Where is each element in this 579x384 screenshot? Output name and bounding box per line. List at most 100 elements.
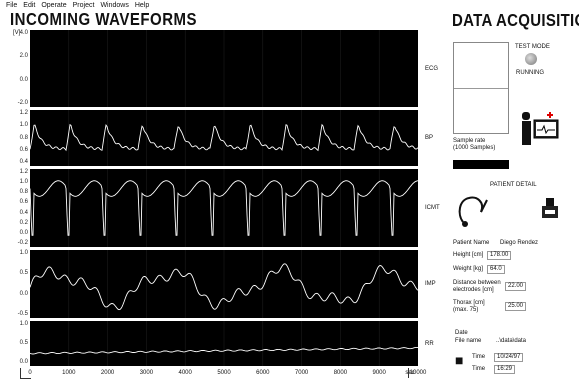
thorax-input[interactable]: 25.00: [505, 302, 527, 311]
file-name-label: File name: [455, 338, 482, 344]
y-tick-label: 4.0: [19, 30, 28, 36]
patient-name-value: Diego Rendez: [500, 240, 539, 246]
menu-help[interactable]: Help: [134, 2, 150, 9]
x-tick-label: 10000: [409, 370, 427, 376]
y-tick-label: -0.2: [17, 240, 28, 246]
menu-operate[interactable]: Operate: [41, 2, 67, 9]
menu-windows[interactable]: Windows: [100, 2, 129, 9]
waveform-line-rr: [29, 346, 419, 355]
y-tick-label: -2.0: [17, 100, 28, 106]
panel-label-imp: IMP: [425, 281, 436, 287]
time-value-1: 10/24/97: [494, 353, 524, 362]
y-tick-label: 0.8: [19, 134, 28, 141]
y-tick-label: 0.5: [19, 270, 28, 277]
menu-bar: File Edit Operate Project Windows Help: [6, 2, 149, 11]
panel-bp: [29, 110, 419, 166]
x-tick-label: 6000: [256, 370, 270, 376]
y-tick-label: 0.6: [19, 199, 28, 206]
y-tick-label: 1.2: [19, 169, 28, 175]
weight-input[interactable]: 64.0: [487, 265, 505, 274]
x-tick-label: sec: [405, 370, 415, 376]
x-tick-label: 7000: [294, 370, 309, 376]
y-tick-label: 0.6: [19, 146, 28, 153]
y-tick-label: -0.5: [17, 311, 28, 317]
y-tick-label: 1.0: [19, 250, 28, 256]
y-tick-label: 0.0: [19, 359, 28, 365]
waveform-line-icmt: [29, 180, 419, 236]
waveform-chart: 4.0 2.0 0.0 -2.0 ECG 1.2 1.0 0.8 0.6 0.4 BP 1.2 1.0 0…: [18, 30, 440, 376]
x-tick-label: 9000: [372, 370, 386, 376]
date-label: Date: [455, 330, 468, 336]
waveform-line-bp: [29, 123, 419, 152]
panel-icmt: [29, 169, 419, 247]
thorax-label-line1: Thorax [cm]: [453, 300, 485, 306]
patient-monitor-icon: [522, 112, 559, 145]
running-label: RUNNING: [516, 70, 544, 76]
x-tick-label: 0: [28, 370, 32, 376]
patient-icon: [542, 198, 558, 218]
ecg-indicator-top: [454, 43, 508, 89]
sample-rate-label: Sample rate (1000 Samples): [453, 138, 533, 152]
height-input[interactable]: 178.00: [487, 251, 512, 260]
height-label: Height [cm]: [453, 252, 484, 258]
y-tick-label: 0.0: [19, 290, 28, 297]
test-mode-knob[interactable]: [525, 53, 537, 65]
y-tick-label: 2.0: [19, 53, 28, 60]
thorax-label: Thorax [cm] (max. 75): [453, 300, 485, 314]
x-tick-label: 5000: [217, 370, 231, 376]
panel-label-icmt: ICMT: [425, 205, 440, 211]
weight-label: Weight [kg]: [453, 266, 483, 272]
waveform-line-imp: [29, 263, 419, 311]
save-disk-icon[interactable]: ■: [455, 352, 464, 368]
y-tick-label: 0.4: [19, 209, 28, 216]
menu-file[interactable]: File: [6, 2, 18, 9]
menu-project[interactable]: Project: [72, 2, 95, 9]
sample-rate-line2: (1000 Samples): [453, 145, 496, 151]
panel-rr: [29, 321, 419, 366]
ecg-indicator-bottom: [454, 88, 508, 133]
y-tick-label: 1.0: [19, 321, 28, 327]
distance-label-line1: Distance between: [453, 280, 501, 286]
patient-detail-title: PATIENT DETAIL: [490, 182, 537, 188]
panel-ecg: [30, 30, 418, 107]
test-mode-label: TEST MODE: [515, 44, 550, 50]
patient-name-label: Patient Name: [453, 240, 490, 246]
trace-icmt: [29, 169, 419, 247]
data-acquisition-title: DATA ACQUISITION: [452, 11, 579, 31]
y-tick-label: 0.2: [19, 219, 28, 226]
y-tick-label: 0.5: [19, 340, 28, 346]
file-name-value[interactable]: ..\data\data: [496, 338, 527, 344]
sample-rate-bar[interactable]: [453, 160, 509, 169]
time-value-2: 16:29: [494, 365, 516, 374]
y-tick-label: 0.0: [19, 229, 28, 236]
panel-imp: [29, 250, 419, 318]
incoming-waveforms-title: INCOMING WAVEFORMS: [10, 10, 198, 30]
trace-imp: [29, 250, 419, 318]
time-label-2: Time: [472, 366, 486, 372]
y-tick-label: 1.0: [19, 122, 28, 129]
x-tick-label: 3000: [139, 370, 154, 376]
x-tick-label: 4000: [178, 370, 192, 376]
x-tick-label: 2000: [100, 370, 115, 376]
y-tick-label: 0.4: [19, 159, 28, 165]
y-tick-label: 1.0: [19, 179, 28, 186]
ecg-indicator: [453, 42, 509, 134]
unit-label: [V]: [13, 30, 21, 36]
sample-rate-line1: Sample rate: [453, 138, 486, 144]
y-tick-label: 0.8: [19, 189, 28, 196]
stethoscope-icon: [458, 196, 488, 227]
x-tick-label: 1000: [62, 370, 76, 376]
trace-ecg: [68, 30, 380, 107]
x-tick-label: 8000: [333, 370, 348, 376]
panel-label-ecg: ECG: [425, 65, 439, 72]
menu-edit[interactable]: Edit: [23, 2, 36, 9]
panel-label-rr: RR: [425, 340, 434, 347]
trace-bp: [29, 110, 419, 166]
distance-label-line2: electrodes [cm]: [453, 287, 494, 293]
cursor-marker-left[interactable]: [20, 368, 31, 379]
time-label-1: Time: [472, 354, 486, 360]
distance-input[interactable]: 22.00: [505, 282, 527, 291]
thorax-label-line2: (max. 75): [453, 307, 479, 313]
distance-label: Distance between electrodes [cm]: [453, 280, 501, 294]
cursor-marker-right[interactable]: [408, 368, 421, 378]
